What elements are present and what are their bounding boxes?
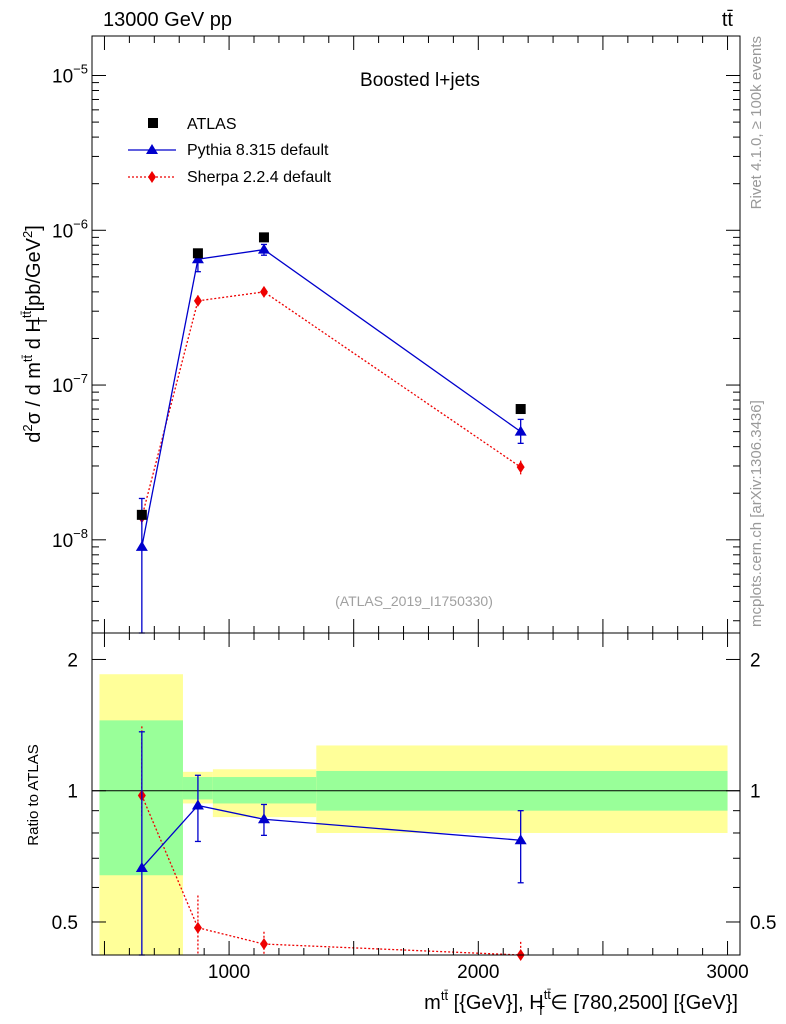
legend-atlas-label: ATLAS — [187, 116, 237, 133]
sherpa-point — [516, 461, 525, 474]
atlas-point — [515, 404, 526, 415]
main-ytick-label: 10−6 — [52, 216, 88, 242]
ratio-sherpa-point — [259, 938, 268, 951]
main-ylabel: d2σ / d mtt̄ d Htt̄T [pb/GeV2] — [19, 225, 50, 443]
atlas-point — [258, 232, 269, 243]
pythia-line — [141, 248, 522, 548]
ratio-ylabel: Ratio to ATLAS — [25, 744, 42, 845]
pythia-point — [514, 425, 527, 436]
process-label: tt̄ — [722, 9, 734, 31]
ratio-pythia-point — [257, 813, 270, 824]
main-panel: 10−8 10−7 10−6 10−5 Boosted l+jets (ATLAS_2… — [19, 35, 741, 634]
main-ytick-label: 10−8 — [52, 526, 88, 552]
main-ytick-label: 10−7 — [52, 371, 88, 397]
ratio-xtick-label: 3000 — [706, 962, 748, 983]
ratio-pythia-line — [141, 804, 521, 869]
ratio-ytick-label-right: 0.5 — [750, 913, 776, 934]
pythia-point — [257, 243, 270, 254]
ratio-ytick-label-left: 0.5 — [52, 913, 78, 934]
main-ytick-label: 10−5 — [52, 62, 88, 88]
legend-sherpa-label: Sherpa 2.2.4 default — [187, 169, 332, 186]
ratio-xtick-label: 2000 — [457, 962, 499, 983]
ratio-panel: 0.5 0.5 1 1 2 2 1000 2000 3000 Ratio to ATLAS mt… — [25, 632, 776, 1018]
legend: ATLAS Pythia 8.315 default Sherpa 2.2.4 … — [128, 116, 332, 186]
ratio-ytick-label-left: 1 — [67, 782, 78, 803]
ratio-xlabel: mtt̄ [{GeV}], Htt̄ T ∈ [780,2500] [{GeV}] — [424, 987, 738, 1018]
sherpa-point — [193, 294, 202, 307]
ratio-frame — [91, 632, 741, 956]
energy-label: 13000 GeV pp — [103, 9, 232, 31]
ratio-sherpa-point — [193, 921, 202, 934]
pythia-point — [135, 540, 148, 551]
atlas-point — [192, 248, 203, 259]
main-title: Boosted l+jets — [360, 70, 480, 91]
ratio-ytick-label-right: 2 — [750, 650, 761, 671]
ratio-ytick-label-right: 1 — [750, 782, 761, 803]
sherpa-point — [259, 285, 268, 298]
legend-pythia-marker — [146, 144, 158, 154]
ratio-pythia-point — [135, 861, 148, 872]
ratio-ytick-label-left: 2 — [67, 650, 78, 671]
legend-atlas-marker — [148, 118, 158, 128]
ratio-pythia-point — [514, 834, 527, 845]
atlas-point — [136, 509, 147, 520]
legend-pythia-label: Pythia 8.315 default — [187, 142, 329, 159]
rivet-label: Rivet 4.1.0, ≥ 100k events — [748, 36, 765, 209]
sherpa-line — [141, 291, 522, 518]
analysis-label: (ATLAS_2019_I1750330) — [335, 593, 493, 609]
ratio-xtick-label: 1000 — [208, 962, 250, 983]
mcplots-label: mcplots.cern.ch [arXiv:1306.3436] — [748, 400, 765, 627]
ratio-pythia-point — [191, 799, 204, 810]
ratio-sherpa-line — [141, 795, 521, 956]
legend-sherpa-marker — [148, 171, 156, 183]
